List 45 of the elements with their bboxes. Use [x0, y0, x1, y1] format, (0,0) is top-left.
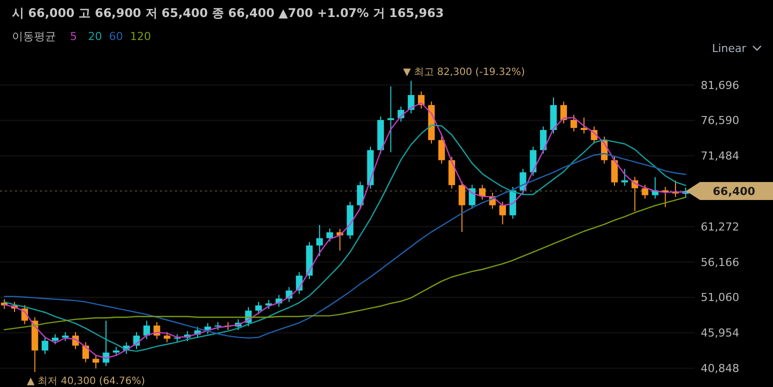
candlestick [458, 181, 466, 232]
text: Linear [712, 42, 747, 55]
candlestick [611, 156, 618, 186]
line-series [4, 196, 686, 330]
y-tick-label: 61,272 [700, 220, 740, 234]
chart-title: 시 66,000 고 66,900 저 65,400 종 66,400 ▲700 +1.07% 거 165,963 [12, 6, 444, 20]
candlestick [52, 334, 58, 345]
candlestick [560, 101, 567, 124]
candlestick [112, 346, 120, 357]
y-tick-label: 56,166 [700, 256, 740, 269]
y-tick-label: 45,954 [700, 326, 740, 340]
candlestick [540, 126, 547, 154]
candlestick [143, 320, 150, 340]
y-tick-label: 40,848 [700, 362, 740, 376]
candlestick [530, 146, 536, 176]
legend-title: 이동평균 [12, 30, 56, 43]
candlestick [92, 354, 100, 370]
candlestick [82, 342, 89, 363]
y-tick-label: 71,484 [700, 150, 740, 163]
candlestick [580, 117, 588, 134]
ref-line-label: 66,400 [712, 184, 756, 198]
candlestick [642, 184, 648, 200]
candlestick [499, 201, 506, 225]
y-tick-label: 81,696 [700, 78, 740, 92]
candlestick [356, 181, 364, 210]
candlestick [621, 168, 628, 186]
candlestick [164, 332, 170, 343]
candlestick [570, 114, 578, 132]
candlestick [255, 301, 262, 315]
annotation: ▼ 최고 82,300 (-19.32%) [403, 66, 525, 78]
candlestick [62, 332, 69, 342]
candlestick [102, 320, 110, 367]
text: 5 [70, 30, 77, 43]
candlestick [387, 86, 394, 153]
candlestick [408, 80, 414, 114]
y-tick-label: 51,060 [700, 291, 740, 304]
y-tick-label: 76,590 [700, 114, 740, 128]
text: 20 [88, 30, 102, 43]
candlestick [438, 136, 445, 164]
candlestick [42, 336, 48, 354]
candlestick [316, 224, 323, 257]
candlestick [672, 180, 679, 198]
text: 60 [109, 30, 123, 43]
annotation: ▲ 최저 40,300 (64.76%) [26, 376, 146, 387]
text: 120 [130, 30, 151, 43]
